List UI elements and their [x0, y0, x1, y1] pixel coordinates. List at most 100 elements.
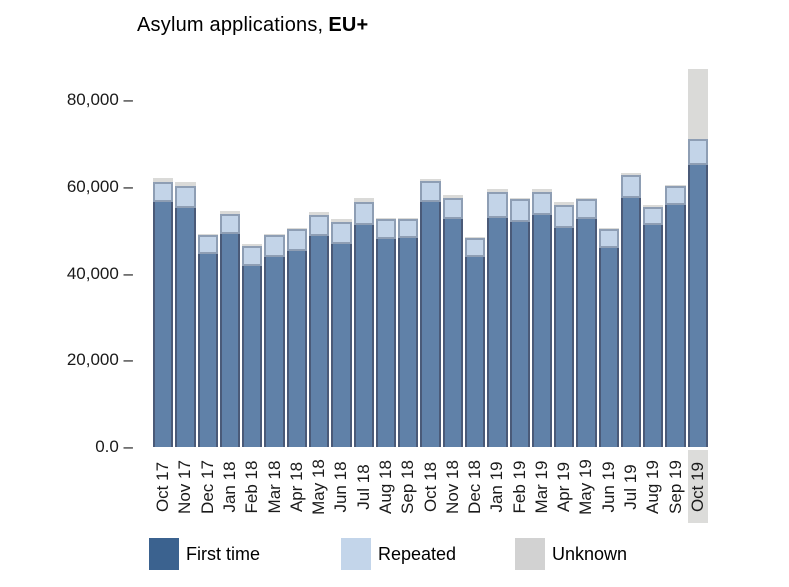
bar-segment-first-time[interactable] [687, 164, 709, 447]
bar-segment-repeated[interactable] [398, 219, 419, 239]
bar-segment-unknown[interactable] [242, 244, 263, 247]
bar-segment-unknown[interactable] [375, 217, 397, 220]
bar-segment-repeated[interactable] [420, 180, 441, 202]
bar-segment-unknown[interactable] [531, 189, 553, 193]
bar-jan-19[interactable] [487, 58, 508, 447]
bar-segment-repeated[interactable] [308, 214, 330, 237]
bar-apr-19[interactable] [554, 58, 575, 447]
bar-feb-18[interactable] [242, 58, 263, 447]
bar-may-18[interactable] [308, 58, 330, 447]
bar-segment-repeated[interactable] [331, 222, 352, 245]
bar-segment-first-time[interactable] [219, 234, 241, 447]
bar-segment-first-time[interactable] [487, 217, 508, 447]
bar-segment-unknown[interactable] [153, 177, 174, 182]
bar-segment-repeated[interactable] [264, 235, 285, 258]
bar-segment-first-time[interactable] [598, 248, 619, 447]
bar-segment-repeated[interactable] [442, 197, 463, 220]
bar-segment-first-time[interactable] [620, 197, 642, 447]
bar-segment-first-time[interactable] [308, 236, 330, 447]
legend-item-first-time[interactable]: First time [149, 538, 260, 570]
bar-segment-unknown[interactable] [197, 233, 218, 236]
bar-segment-first-time[interactable] [153, 202, 174, 447]
bar-oct-18[interactable] [420, 58, 441, 447]
bar-segment-first-time[interactable] [442, 219, 463, 447]
bar-segment-unknown[interactable] [442, 195, 463, 198]
bar-segment-unknown[interactable] [420, 178, 441, 181]
bar-jul-18[interactable] [353, 58, 374, 447]
bar-segment-unknown[interactable] [665, 184, 686, 187]
bar-segment-unknown[interactable] [509, 197, 530, 200]
bar-segment-repeated[interactable] [242, 246, 263, 267]
bar-segment-unknown[interactable] [286, 227, 307, 230]
bar-segment-repeated[interactable] [598, 229, 619, 249]
bar-segment-repeated[interactable] [687, 138, 709, 165]
bar-segment-repeated[interactable] [509, 199, 530, 223]
bar-jul-19[interactable] [620, 58, 642, 447]
bar-segment-repeated[interactable] [197, 235, 218, 255]
bar-nov-17[interactable] [175, 58, 196, 447]
bar-aug-18[interactable] [375, 58, 397, 447]
bar-segment-first-time[interactable] [264, 257, 285, 447]
bar-segment-first-time[interactable] [509, 222, 530, 447]
bar-segment-unknown[interactable] [353, 198, 374, 202]
bar-jan-18[interactable] [219, 58, 241, 447]
bar-jun-19[interactable] [598, 58, 619, 447]
bar-segment-first-time[interactable] [353, 225, 374, 447]
bar-segment-repeated[interactable] [153, 181, 174, 203]
bar-segment-first-time[interactable] [665, 205, 686, 447]
bar-segment-unknown[interactable] [598, 228, 619, 230]
bar-segment-repeated[interactable] [464, 238, 486, 258]
bar-segment-repeated[interactable] [353, 201, 374, 226]
bar-sep-19[interactable] [665, 58, 686, 447]
bar-segment-first-time[interactable] [464, 257, 486, 447]
bar-sep-18[interactable] [398, 58, 419, 447]
bar-segment-unknown[interactable] [487, 189, 508, 193]
bar-segment-first-time[interactable] [375, 239, 397, 447]
bar-oct-19[interactable] [687, 58, 709, 447]
bar-segment-unknown[interactable] [554, 201, 575, 205]
bar-segment-unknown[interactable] [620, 173, 642, 176]
bar-segment-repeated[interactable] [554, 204, 575, 228]
bar-segment-first-time[interactable] [175, 207, 196, 447]
bar-mar-19[interactable] [531, 58, 553, 447]
bar-segment-first-time[interactable] [531, 214, 553, 447]
bar-mar-18[interactable] [264, 58, 285, 447]
bar-segment-unknown[interactable] [308, 212, 330, 215]
bar-segment-unknown[interactable] [331, 219, 352, 223]
bar-segment-repeated[interactable] [175, 186, 196, 208]
bar-segment-unknown[interactable] [219, 210, 241, 214]
bar-segment-repeated[interactable] [531, 192, 553, 215]
bar-segment-repeated[interactable] [487, 192, 508, 218]
bar-segment-first-time[interactable] [242, 266, 263, 447]
bar-segment-first-time[interactable] [286, 251, 307, 447]
bar-feb-19[interactable] [509, 58, 530, 447]
bar-segment-first-time[interactable] [576, 219, 597, 447]
bar-segment-unknown[interactable] [687, 68, 709, 139]
bar-segment-repeated[interactable] [375, 219, 397, 240]
bar-aug-19[interactable] [643, 58, 664, 447]
bar-segment-first-time[interactable] [398, 238, 419, 447]
bar-may-19[interactable] [576, 58, 597, 447]
bar-apr-18[interactable] [286, 58, 307, 447]
bar-segment-unknown[interactable] [464, 236, 486, 239]
bar-segment-repeated[interactable] [576, 199, 597, 220]
bar-nov-18[interactable] [442, 58, 463, 447]
bar-segment-unknown[interactable] [643, 204, 664, 207]
bar-dec-17[interactable] [197, 58, 218, 447]
bar-segment-repeated[interactable] [219, 213, 241, 235]
bar-jun-18[interactable] [331, 58, 352, 447]
bar-segment-first-time[interactable] [331, 244, 352, 447]
bar-segment-unknown[interactable] [264, 233, 285, 236]
bar-segment-repeated[interactable] [643, 206, 664, 225]
legend-item-repeated[interactable]: Repeated [341, 538, 456, 570]
legend-item-unknown[interactable]: Unknown [515, 538, 627, 570]
bar-dec-18[interactable] [464, 58, 486, 447]
bar-segment-unknown[interactable] [398, 217, 419, 220]
bar-segment-first-time[interactable] [420, 201, 441, 447]
bar-segment-repeated[interactable] [286, 229, 307, 252]
bar-segment-repeated[interactable] [620, 175, 642, 198]
bar-oct-17[interactable] [153, 58, 174, 447]
bar-segment-repeated[interactable] [665, 186, 686, 206]
bar-segment-unknown[interactable] [576, 197, 597, 200]
bar-segment-first-time[interactable] [197, 254, 218, 447]
